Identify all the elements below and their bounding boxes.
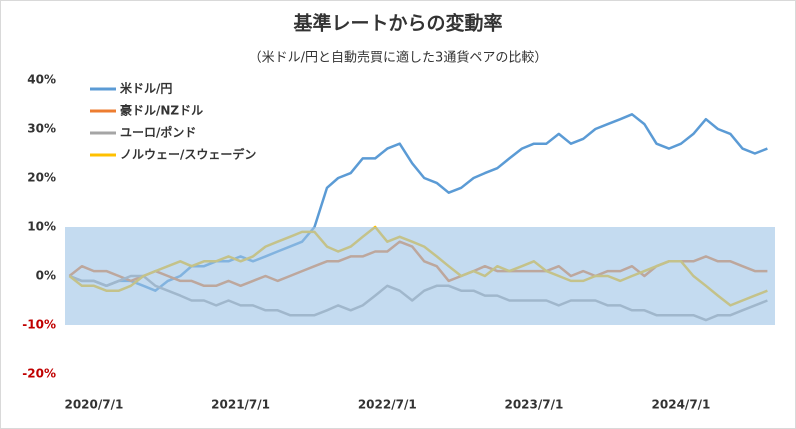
y-tick-label: 40% <box>27 73 56 87</box>
y-tick-label: 0% <box>36 269 56 283</box>
x-tick-label: 2023/7/1 <box>504 398 563 412</box>
x-tick-label: 2022/7/1 <box>358 398 417 412</box>
legend-label: 米ドル/円 <box>120 81 172 96</box>
chart-subtitle: （米ドル/円と自動売買に適した3通貨ペアの比較） <box>249 50 548 66</box>
shaded-band <box>65 227 775 325</box>
y-tick-label: 10% <box>27 220 56 234</box>
legend-label: ノルウェー/スウェーデン <box>120 147 256 162</box>
y-tick-label: -10% <box>22 318 56 332</box>
x-tick-label: 2021/7/1 <box>211 398 270 412</box>
y-tick-label: 30% <box>27 122 56 136</box>
y-tick-label: -20% <box>22 367 56 381</box>
y-tick-label: 20% <box>27 171 56 185</box>
legend-label: ユーロ/ポンド <box>120 125 196 140</box>
legend-label: 豪ドル/NZドル <box>120 103 203 118</box>
x-tick-label: 2024/7/1 <box>652 398 711 412</box>
chart-title: 基準レートからの変動率 <box>292 12 502 35</box>
x-tick-label: 2020/7/1 <box>64 398 123 412</box>
